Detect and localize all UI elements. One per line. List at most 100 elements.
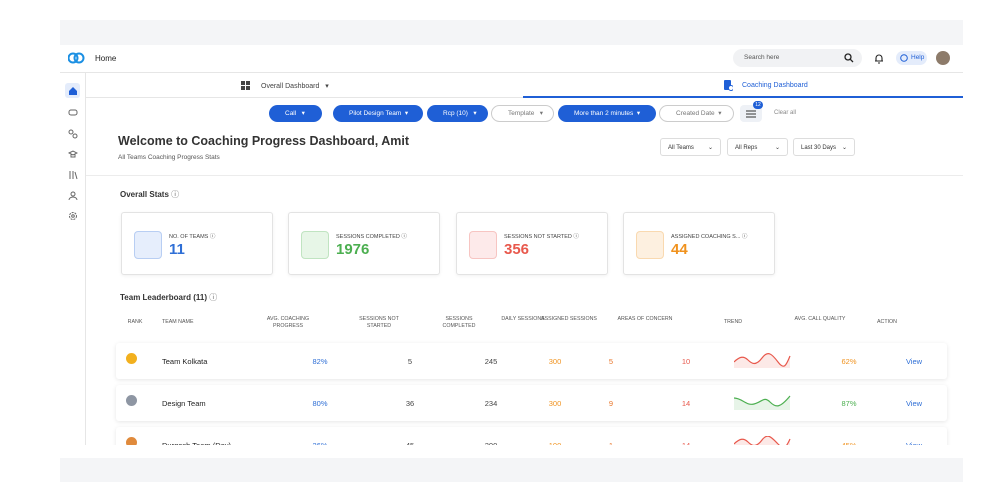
column-header: RANK (127, 319, 143, 325)
nav-flow[interactable] (68, 129, 78, 139)
filter-label: Template (508, 110, 535, 117)
table-row: Design Team 80% 36 234 300 9 14 87% View (116, 385, 947, 421)
column-header: ACTION (876, 319, 897, 325)
bottom-band (60, 458, 963, 482)
table-cell: 36 (405, 399, 415, 408)
filter-settings[interactable] (740, 105, 762, 122)
stat-icon (301, 231, 329, 259)
home-title: Home (95, 54, 117, 63)
stat-label: SESSIONS COMPLETED ⓘ (336, 234, 407, 240)
stat-label-text: ASSIGNED COACHING S... (671, 234, 741, 240)
stat-value: 356 (504, 241, 530, 258)
filter-rep[interactable]: Rcp (10) ▾ (427, 105, 488, 122)
filter-template[interactable]: Template ▾ (491, 105, 554, 122)
table-cell: 14 (681, 399, 691, 408)
clear-all[interactable]: Clear all (774, 110, 797, 116)
table-cell: 9 (608, 399, 614, 408)
table-row: Durgesh Team (Dev) 26% 45 200 1001 14 45% View (116, 427, 947, 445)
rank-medal (126, 353, 137, 364)
tab-overall[interactable]: Overall Dashboard ▾ (261, 83, 329, 90)
filter-label: More than 2 minutes (574, 110, 634, 117)
dropdown-label: All Reps (735, 145, 758, 151)
avatar[interactable] (936, 51, 950, 65)
table-cell: 82% (312, 357, 328, 366)
column-header: AVG. CALL QUALITY (794, 316, 846, 322)
table-cell: 234 (484, 399, 498, 408)
tab-underline (523, 96, 963, 98)
stat-label-text: NO. OF TEAMS (169, 234, 209, 240)
filter-team[interactable]: Pilot Design Team ▾ (333, 105, 423, 122)
tab-label: Overall Dashboard (261, 83, 320, 90)
stat-icon (134, 231, 162, 259)
nav-library[interactable] (68, 170, 78, 180)
nav-chat[interactable] (68, 108, 78, 118)
dropdown-period[interactable]: Last 30 Days ⌄ (793, 138, 855, 156)
filter-badge: 12 (753, 101, 763, 109)
page-title: Welcome to Coaching Progress Dashboard, … (118, 134, 410, 148)
leaderboard-title-text: Team Leaderboard (11) (120, 293, 207, 302)
dropdown-teams[interactable]: All Teams ⌄ (660, 138, 721, 156)
stat-value: 44 (671, 241, 688, 258)
stat-value: 1976 (336, 241, 370, 258)
view-link[interactable]: View (905, 357, 923, 366)
stat-label: SESSIONS NOT STARTED ⓘ (504, 234, 579, 240)
stat-card: ASSIGNED COACHING S... ⓘ 44 (623, 212, 775, 275)
table-cell: 26% (290, 441, 350, 445)
table-cell: 100 (525, 441, 585, 445)
stats-title: Overall Stats ⓘ (120, 190, 180, 199)
view-link[interactable]: View (884, 441, 944, 445)
filter-label: Rcp (10) (443, 110, 468, 117)
column-header: ASSIGNED SESSIONS (541, 316, 597, 322)
stat-value: 11 (169, 241, 185, 258)
rank-medal (126, 437, 137, 445)
filter-call[interactable]: Call ▾ (269, 105, 322, 122)
search-box[interactable]: Search here (733, 49, 862, 67)
table-cell: 1 (581, 441, 641, 445)
nav-settings[interactable] (68, 211, 78, 221)
table-cell: 5 (608, 357, 614, 366)
table-cell: 245 (484, 357, 498, 366)
nav-learn[interactable] (68, 149, 78, 159)
table-row: Team Kolkata 82% 5 245 300 5 10 62% View (116, 343, 947, 379)
table-cell: 300 (548, 399, 562, 408)
tab-coaching[interactable]: Coaching Dashboard (742, 82, 808, 89)
view-link[interactable]: View (905, 399, 923, 408)
grid-icon (241, 81, 250, 90)
stat-card: SESSIONS COMPLETED ⓘ 1976 (288, 212, 440, 275)
team-name: Design Team (162, 399, 206, 408)
nav-home[interactable] (68, 86, 78, 96)
stat-label-text: SESSIONS NOT STARTED (504, 234, 572, 240)
dropdown-reps[interactable]: All Reps ⌄ (727, 138, 788, 156)
table-cell: 80% (312, 399, 328, 408)
filter-label: Pilot Design Team (349, 110, 402, 117)
dropdown-label: Last 30 Days (801, 145, 837, 151)
search-icon (844, 53, 854, 63)
search-placeholder: Search here (744, 54, 780, 61)
filter-duration[interactable]: More than 2 minutes ▾ (558, 105, 656, 122)
help-button[interactable]: Help (896, 51, 927, 65)
column-header: TEAM NAME (162, 319, 194, 325)
app: Home Search here Help Overall Dashboard … (60, 45, 963, 445)
team-name: Durgesh Team (Dev) (162, 441, 262, 445)
filter-date[interactable]: Created Date ▾ (659, 105, 734, 122)
dropdown-label: All Teams (668, 145, 694, 151)
nav-users[interactable] (68, 191, 78, 201)
table-cell: 5 (407, 357, 413, 366)
filter-label: Created Date (676, 110, 715, 117)
column-header: SESSIONS NOT STARTED (359, 316, 399, 329)
table-cell: 14 (656, 441, 716, 445)
stat-card: SESSIONS NOT STARTED ⓘ 356 (456, 212, 608, 275)
call-quality: 45% (819, 441, 879, 445)
table-cell: 200 (461, 441, 521, 445)
bell-icon[interactable] (874, 53, 884, 64)
table-cell: 300 (548, 357, 562, 366)
trend-sparkline (734, 436, 791, 445)
team-name: Team Kolkata (162, 357, 208, 366)
filter-label: Call (285, 110, 297, 117)
stat-card: NO. OF TEAMS ⓘ 11 (121, 212, 273, 275)
stat-label-text: SESSIONS COMPLETED (336, 234, 400, 240)
help-label: Help (911, 54, 925, 61)
page-subtitle: All Teams Coaching Progress Stats (118, 154, 220, 161)
rank-medal (126, 395, 137, 406)
